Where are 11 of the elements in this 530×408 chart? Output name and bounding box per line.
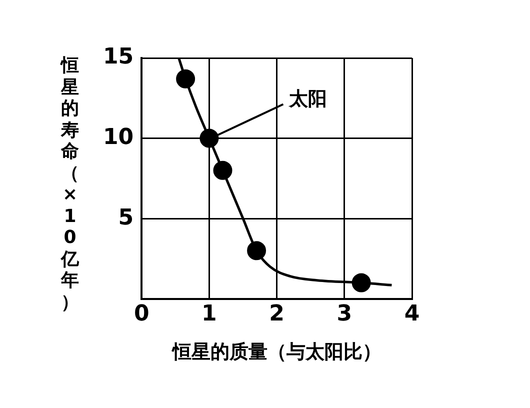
y-tick-label: 15 bbox=[102, 44, 134, 70]
y-tick-label: 10 bbox=[102, 124, 134, 150]
x-tick-label: 0 bbox=[134, 302, 150, 327]
annotation: 太阳 bbox=[288, 88, 328, 110]
y-tick-label: 5 bbox=[118, 205, 134, 230]
text: 恒星的寿命（×10亿年） bbox=[61, 55, 79, 312]
x-tick-label: 4 bbox=[404, 302, 420, 327]
x-axis-title: 恒星的质量（与太阳比） bbox=[171, 340, 382, 363]
x-tick-label: 3 bbox=[336, 302, 352, 327]
x-tick-label: 2 bbox=[269, 302, 284, 327]
x-tick-label: 1 bbox=[202, 302, 217, 327]
